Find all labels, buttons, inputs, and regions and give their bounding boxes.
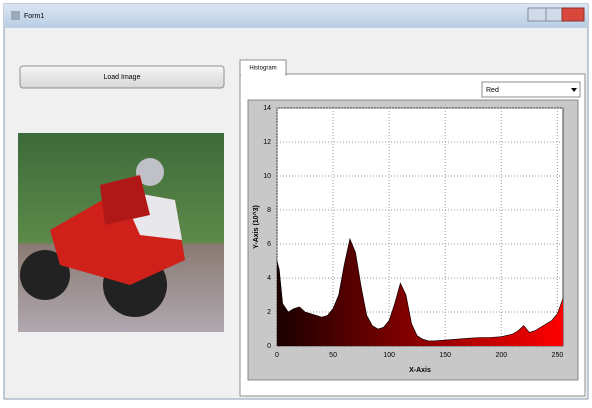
y-tick-label: 2 (267, 309, 271, 316)
y-tick-label: 8 (267, 207, 271, 214)
tab-label: Histogram (249, 66, 276, 72)
window-title: Form1 (24, 13, 44, 20)
x-tick-label: 100 (383, 352, 395, 359)
x-tick-label: 50 (329, 352, 337, 359)
x-axis-label: X-Axis (409, 367, 431, 374)
x-tick-label: 150 (439, 352, 451, 359)
button-label: Load Image (104, 74, 141, 81)
title-bar (4, 4, 588, 28)
y-axis-label: Y-Axis (10^3) (252, 205, 260, 249)
y-tick-label: 10 (263, 173, 271, 180)
image (18, 133, 224, 332)
y-tick-label: 12 (263, 139, 271, 146)
screen: Form1 Load Image Histogram Red X-Axis Y-… (0, 0, 592, 403)
dropdown-value: Red (486, 87, 499, 94)
y-tick-label: 4 (267, 275, 271, 282)
plot-area (277, 108, 563, 346)
x-tick-label: 200 (495, 352, 507, 359)
minimize-button[interactable] (528, 8, 546, 21)
window-icon (11, 11, 20, 20)
y-tick-label: 6 (267, 241, 271, 248)
close-button[interactable] (562, 8, 584, 21)
x-tick-label: 250 (552, 352, 564, 359)
y-tick-label: 14 (263, 105, 271, 112)
maximize-button[interactable] (546, 8, 562, 21)
y-tick-label: 0 (267, 343, 271, 350)
x-tick-label: 0 (275, 352, 279, 359)
